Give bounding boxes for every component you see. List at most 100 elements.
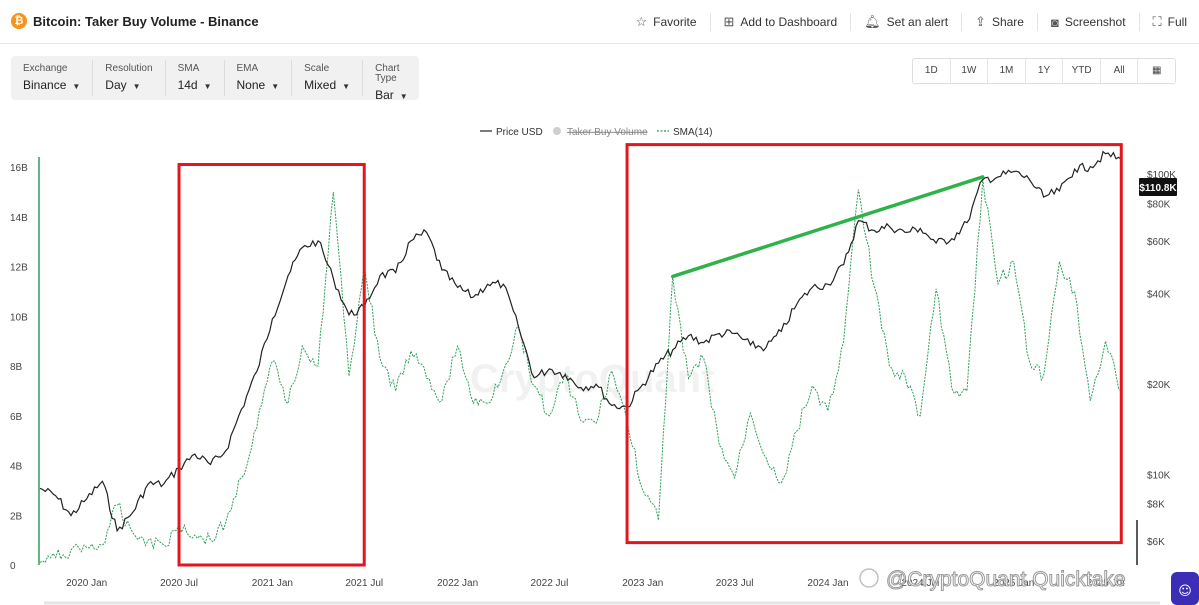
legend-price-label[interactable]: Price USD [496,127,543,138]
left-tick-label: 16B [10,163,28,174]
price-series-line [39,150,1122,533]
star-icon: ☆ [635,14,648,29]
calendar-icon: ▦ [1152,65,1162,76]
x-tick-label: 2025 Jul [1087,578,1125,589]
range-all-button[interactable]: All [1101,59,1139,83]
right-tick-label: $40K [1147,290,1171,301]
header-actions: ☆ Favorite ⊞ Add to Dashboard 🔔︎ Set an ale… [623,0,1199,44]
right-tick-label: $8K [1147,500,1165,511]
top-bar: ₿ Bitcoin: Taker Buy Volume - Binance ☆ F… [0,0,1199,44]
x-tick-label: 2024 Jul [901,578,939,589]
calendar-button[interactable]: ▦ [1138,59,1175,83]
right-tick-label: $60K [1147,237,1171,248]
cryptoquant-logo-icon [859,568,879,588]
page-title: Bitcoin: Taker Buy Volume - Binance [33,14,259,29]
sma-label: SMA [177,63,200,74]
right-tick-label: $80K [1147,199,1171,210]
share-icon: ⇪ [975,14,986,29]
range-1m-button[interactable]: 1M [988,59,1026,83]
favorite-label: Favorite [653,15,697,29]
annotation-box [625,143,1123,545]
bell-icon: 🔔︎ [864,14,881,29]
chart-type-label: Chart Type [375,63,400,84]
time-range-selector: 1D 1W 1M 1Y YTD All ▦ [912,58,1176,84]
chat-icon: ☺ [1178,584,1192,599]
x-tick-label: 2021 Jul [345,578,383,589]
sma-value: 14d [177,78,198,92]
ema-value: None [236,78,266,92]
chat-widget-button[interactable] [1171,572,1199,605]
add-to-dashboard-label: Add to Dashboard [740,15,838,29]
chart-legend: Price USD Taker Buy Volume SMA(14) [480,127,712,138]
set-alert-button[interactable]: 🔔︎ Set an alert [851,13,963,31]
price-label: $110.8K [1139,183,1177,194]
x-tick-label: 2020 Jul [160,578,198,589]
x-tick-label: 2021 Jan [252,578,293,589]
fullscreen-button[interactable]: ⛶ Full [1140,13,1199,31]
sma-select[interactable]: SMA 14d ▼ [166,60,225,96]
caret-down-icon: ▼ [132,82,141,91]
annotation-trendline [670,175,985,279]
bitcoin-logo-icon: ₿ [11,13,27,29]
exchange-value: Binance [23,78,67,92]
credit-overlay: @CryptoQuant Quicktake [859,568,1126,592]
left-tick-label: 0 [10,561,16,572]
fullscreen-icon: ⛶ [1152,14,1162,29]
fullscreen-label: Full [1167,15,1187,29]
x-tick-label: 2023 Jul [716,578,754,589]
right-tick-label: $20K [1147,380,1171,391]
share-button[interactable]: ⇪ Share [962,13,1038,31]
x-tick-label: 2025 Jan [993,578,1034,589]
left-tick-label: 12B [10,263,28,274]
exchange-select[interactable]: Exchange Binance ▼ [11,60,94,96]
range-1w-button[interactable]: 1W [951,59,989,83]
x-axis-ticks: 2020 Jan 2020 Jul 2021 Jan 2021 Jul 2022 Jan… [66,578,1124,589]
range-1d-button[interactable]: 1D [913,59,951,83]
screenshot-button[interactable]: ◙ Screenshot [1038,13,1140,31]
scale-select[interactable]: Scale Mixed ▼ [292,60,364,96]
dashboard-add-icon: ⊞ [723,14,735,29]
resolution-select[interactable]: Resolution Day ▼ [93,60,166,96]
caret-down-icon: ▼ [399,92,408,101]
screenshot-label: Screenshot [1064,15,1126,29]
x-tick-label: 2020 Jan [66,578,107,589]
right-axis-ticks: $6K $8K $10K $20K $40K $60K $80K $100K [1147,170,1176,548]
annotation-box [177,163,366,567]
sma-series-line [39,179,1122,564]
scale-value: Mixed [304,78,337,92]
range-ytd-button[interactable]: YTD [1063,59,1101,83]
legend-sma-label[interactable]: SMA(14) [673,127,712,138]
add-to-dashboard-button[interactable]: ⊞ Add to Dashboard [711,13,852,31]
x-tick-label: 2022 Jul [531,578,569,589]
legend-volume-swatch [553,127,561,135]
legend-volume-label[interactable]: Taker Buy Volume [567,127,648,138]
chart-type-value: Bar [375,88,394,102]
left-tick-label: 8B [10,362,23,373]
right-tick-label: $6K [1147,537,1165,548]
right-tick-label: $10K [1147,471,1171,482]
caret-down-icon: ▼ [72,82,81,91]
ema-select[interactable]: EMA None ▼ [225,60,293,96]
x-tick-label: 2022 Jan [437,578,478,589]
left-tick-label: 2B [10,511,23,522]
right-tick-label: $100K [1147,170,1176,181]
left-tick-label: 14B [10,213,28,224]
ema-label: EMA [236,63,259,74]
range-1y-button[interactable]: 1Y [1026,59,1064,83]
annotations [177,143,1123,567]
credit-text: @CryptoQuant Quicktake [886,568,1126,591]
favorite-button[interactable]: ☆ Favorite [623,13,711,31]
price-label-box [1139,178,1177,196]
scale-label: Scale [304,63,330,74]
set-alert-label: Set an alert [886,15,949,29]
x-tick-label: 2023 Jan [622,578,663,589]
caret-down-icon: ▼ [342,82,351,91]
chart-type-select[interactable]: Chart Type Bar ▼ [363,60,420,103]
resolution-label: Resolution [105,63,153,74]
exchange-label: Exchange [23,63,68,74]
x-tick-label: 2024 Jan [807,578,848,589]
resolution-value: Day [105,78,127,92]
camera-icon: ◙ [1050,14,1059,30]
caret-down-icon: ▼ [203,82,212,91]
